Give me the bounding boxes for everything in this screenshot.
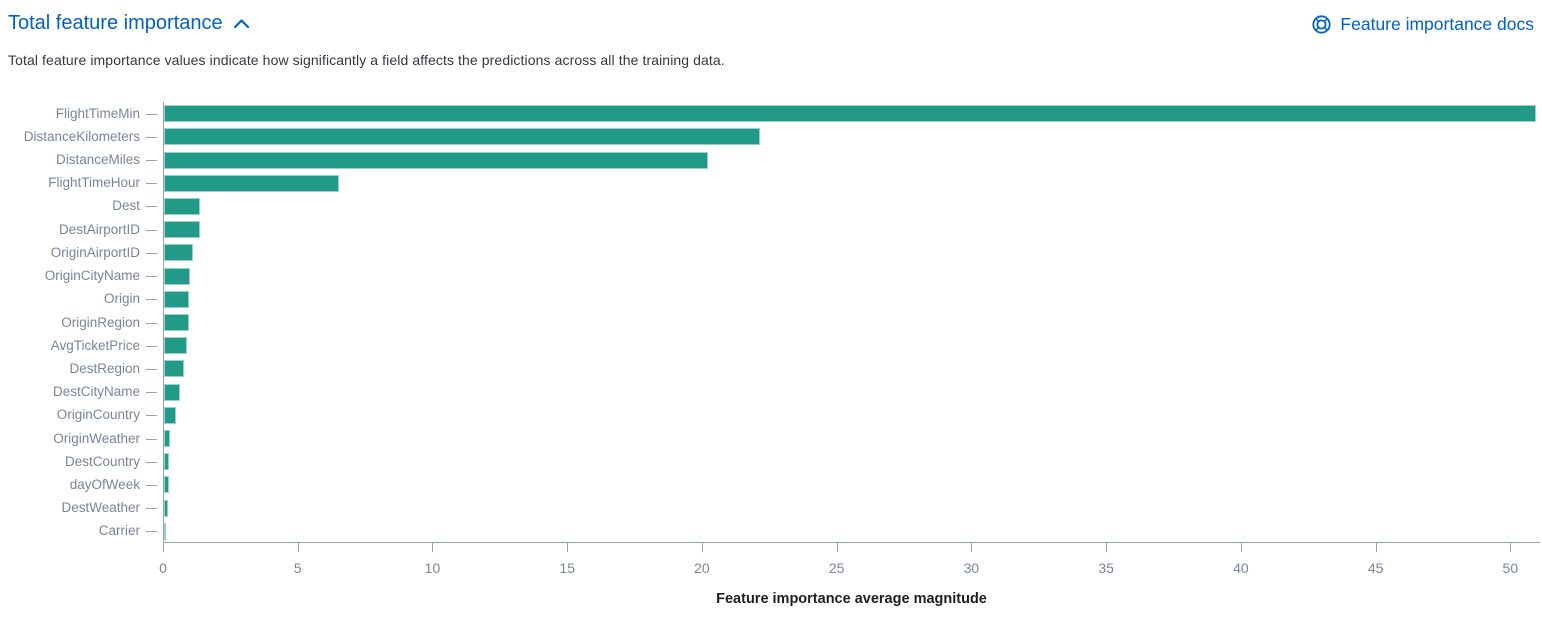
bar-DestCityName[interactable]: [164, 383, 181, 401]
y-axis-tick: [146, 415, 157, 417]
x-axis-tick: [836, 543, 838, 552]
y-axis-label: dayOfWeek: [69, 476, 140, 492]
bar-DestAirportID[interactable]: [164, 221, 200, 239]
x-axis-tick: [567, 543, 569, 552]
bar-OriginCountry[interactable]: [164, 406, 176, 424]
section-title: Total feature importance: [8, 12, 223, 34]
y-axis-label: OriginAirportID: [50, 244, 140, 260]
y-axis-tick: [146, 229, 157, 231]
x-axis-tick-label: 45: [1367, 560, 1384, 576]
y-axis-tick: [146, 368, 157, 370]
x-axis-tick-label: 15: [559, 560, 575, 576]
life-ring-icon: [1311, 14, 1332, 35]
y-axis-label: Origin: [103, 291, 140, 307]
bar-OriginCityName[interactable]: [164, 267, 191, 285]
y-axis-label: OriginRegion: [61, 314, 140, 330]
section-description: Total feature importance values indicate…: [8, 52, 725, 68]
x-axis-tick: [432, 543, 434, 552]
y-axis-label: DestWeather: [61, 500, 140, 516]
y-axis-label: DestAirportID: [58, 221, 140, 237]
chevron-up-icon: [233, 18, 250, 29]
y-axis-label: DestRegion: [69, 360, 140, 376]
bar-Dest[interactable]: [164, 197, 201, 215]
x-axis-tick: [1240, 543, 1242, 552]
y-axis-tick: [146, 299, 157, 301]
y-axis-tick: [146, 392, 157, 394]
y-axis-tick: [146, 531, 157, 533]
y-axis-tick: [146, 252, 157, 254]
bar-DestWeather[interactable]: [164, 499, 168, 517]
bar-AvgTicketPrice[interactable]: [164, 337, 188, 355]
docs-link-label: Feature importance docs: [1340, 14, 1534, 34]
bar-FlightTimeHour[interactable]: [164, 174, 340, 192]
bar-Origin[interactable]: [164, 290, 190, 308]
x-axis-tick-label: 0: [159, 560, 167, 576]
y-axis-label: DestCityName: [52, 384, 140, 400]
bar-OriginWeather[interactable]: [164, 430, 170, 448]
y-axis-tick: [146, 461, 157, 463]
x-axis-tick-label: 35: [1098, 560, 1114, 576]
x-axis-tick-label: 10: [424, 560, 441, 576]
y-axis-tick: [146, 322, 157, 324]
feature-importance-docs-link[interactable]: Feature importance docs: [1311, 14, 1534, 35]
y-axis-label: FlightTimeMin: [55, 105, 140, 121]
bar-DestCountry[interactable]: [164, 453, 170, 471]
y-axis-tick: [146, 438, 157, 440]
x-axis-title: Feature importance average magnitude: [716, 591, 987, 607]
x-axis-tick: [297, 543, 299, 552]
x-axis-tick: [701, 543, 703, 552]
y-axis-label: Carrier: [98, 523, 140, 539]
y-axis-tick: [146, 136, 157, 138]
y-axis-tick: [146, 276, 157, 278]
bar-FlightTimeMin[interactable]: [164, 105, 1536, 123]
x-axis-tick-label: 5: [293, 560, 302, 576]
x-axis-tick-label: 25: [828, 560, 845, 576]
y-axis-tick: [146, 484, 157, 486]
y-axis-label: AvgTicketPrice: [50, 337, 140, 353]
x-axis-tick: [1106, 543, 1108, 552]
y-axis-tick: [146, 206, 157, 208]
y-axis-label: OriginWeather: [53, 430, 140, 446]
y-axis-tick: [146, 345, 157, 347]
y-axis-label: DistanceKilometers: [23, 128, 140, 144]
y-axis-label: DistanceMiles: [55, 152, 140, 168]
x-axis-tick: [971, 543, 973, 552]
bar-DestRegion[interactable]: [164, 360, 184, 378]
bar-DistanceKilometers[interactable]: [164, 128, 760, 146]
y-axis-label: Dest: [112, 198, 140, 214]
x-axis-tick-label: 50: [1502, 560, 1519, 576]
bar-DistanceMiles[interactable]: [164, 151, 709, 169]
y-axis-label: FlightTimeHour: [48, 175, 140, 191]
y-axis-tick: [146, 160, 157, 162]
chart-plot-area: [163, 102, 1540, 543]
bar-OriginAirportID[interactable]: [164, 244, 194, 262]
y-axis-label: OriginCityName: [44, 268, 140, 284]
bar-dayOfWeek[interactable]: [164, 476, 169, 494]
section-collapse-toggle[interactable]: Total feature importance: [8, 12, 250, 35]
x-axis-tick-label: 40: [1233, 560, 1249, 576]
x-axis-tick-label: 30: [963, 560, 980, 576]
bar-Carrier[interactable]: [164, 522, 166, 540]
x-axis-tick: [1510, 543, 1512, 552]
x-axis-tick-label: 20: [694, 560, 710, 576]
bar-OriginRegion[interactable]: [164, 314, 189, 331]
y-axis-tick: [146, 183, 157, 185]
y-axis-tick: [146, 113, 157, 115]
x-axis-tick: [163, 543, 164, 552]
y-axis-label: DestCountry: [64, 453, 140, 469]
y-axis-label: OriginCountry: [56, 407, 140, 423]
x-axis-tick: [1375, 543, 1377, 552]
y-axis-tick: [146, 508, 157, 510]
